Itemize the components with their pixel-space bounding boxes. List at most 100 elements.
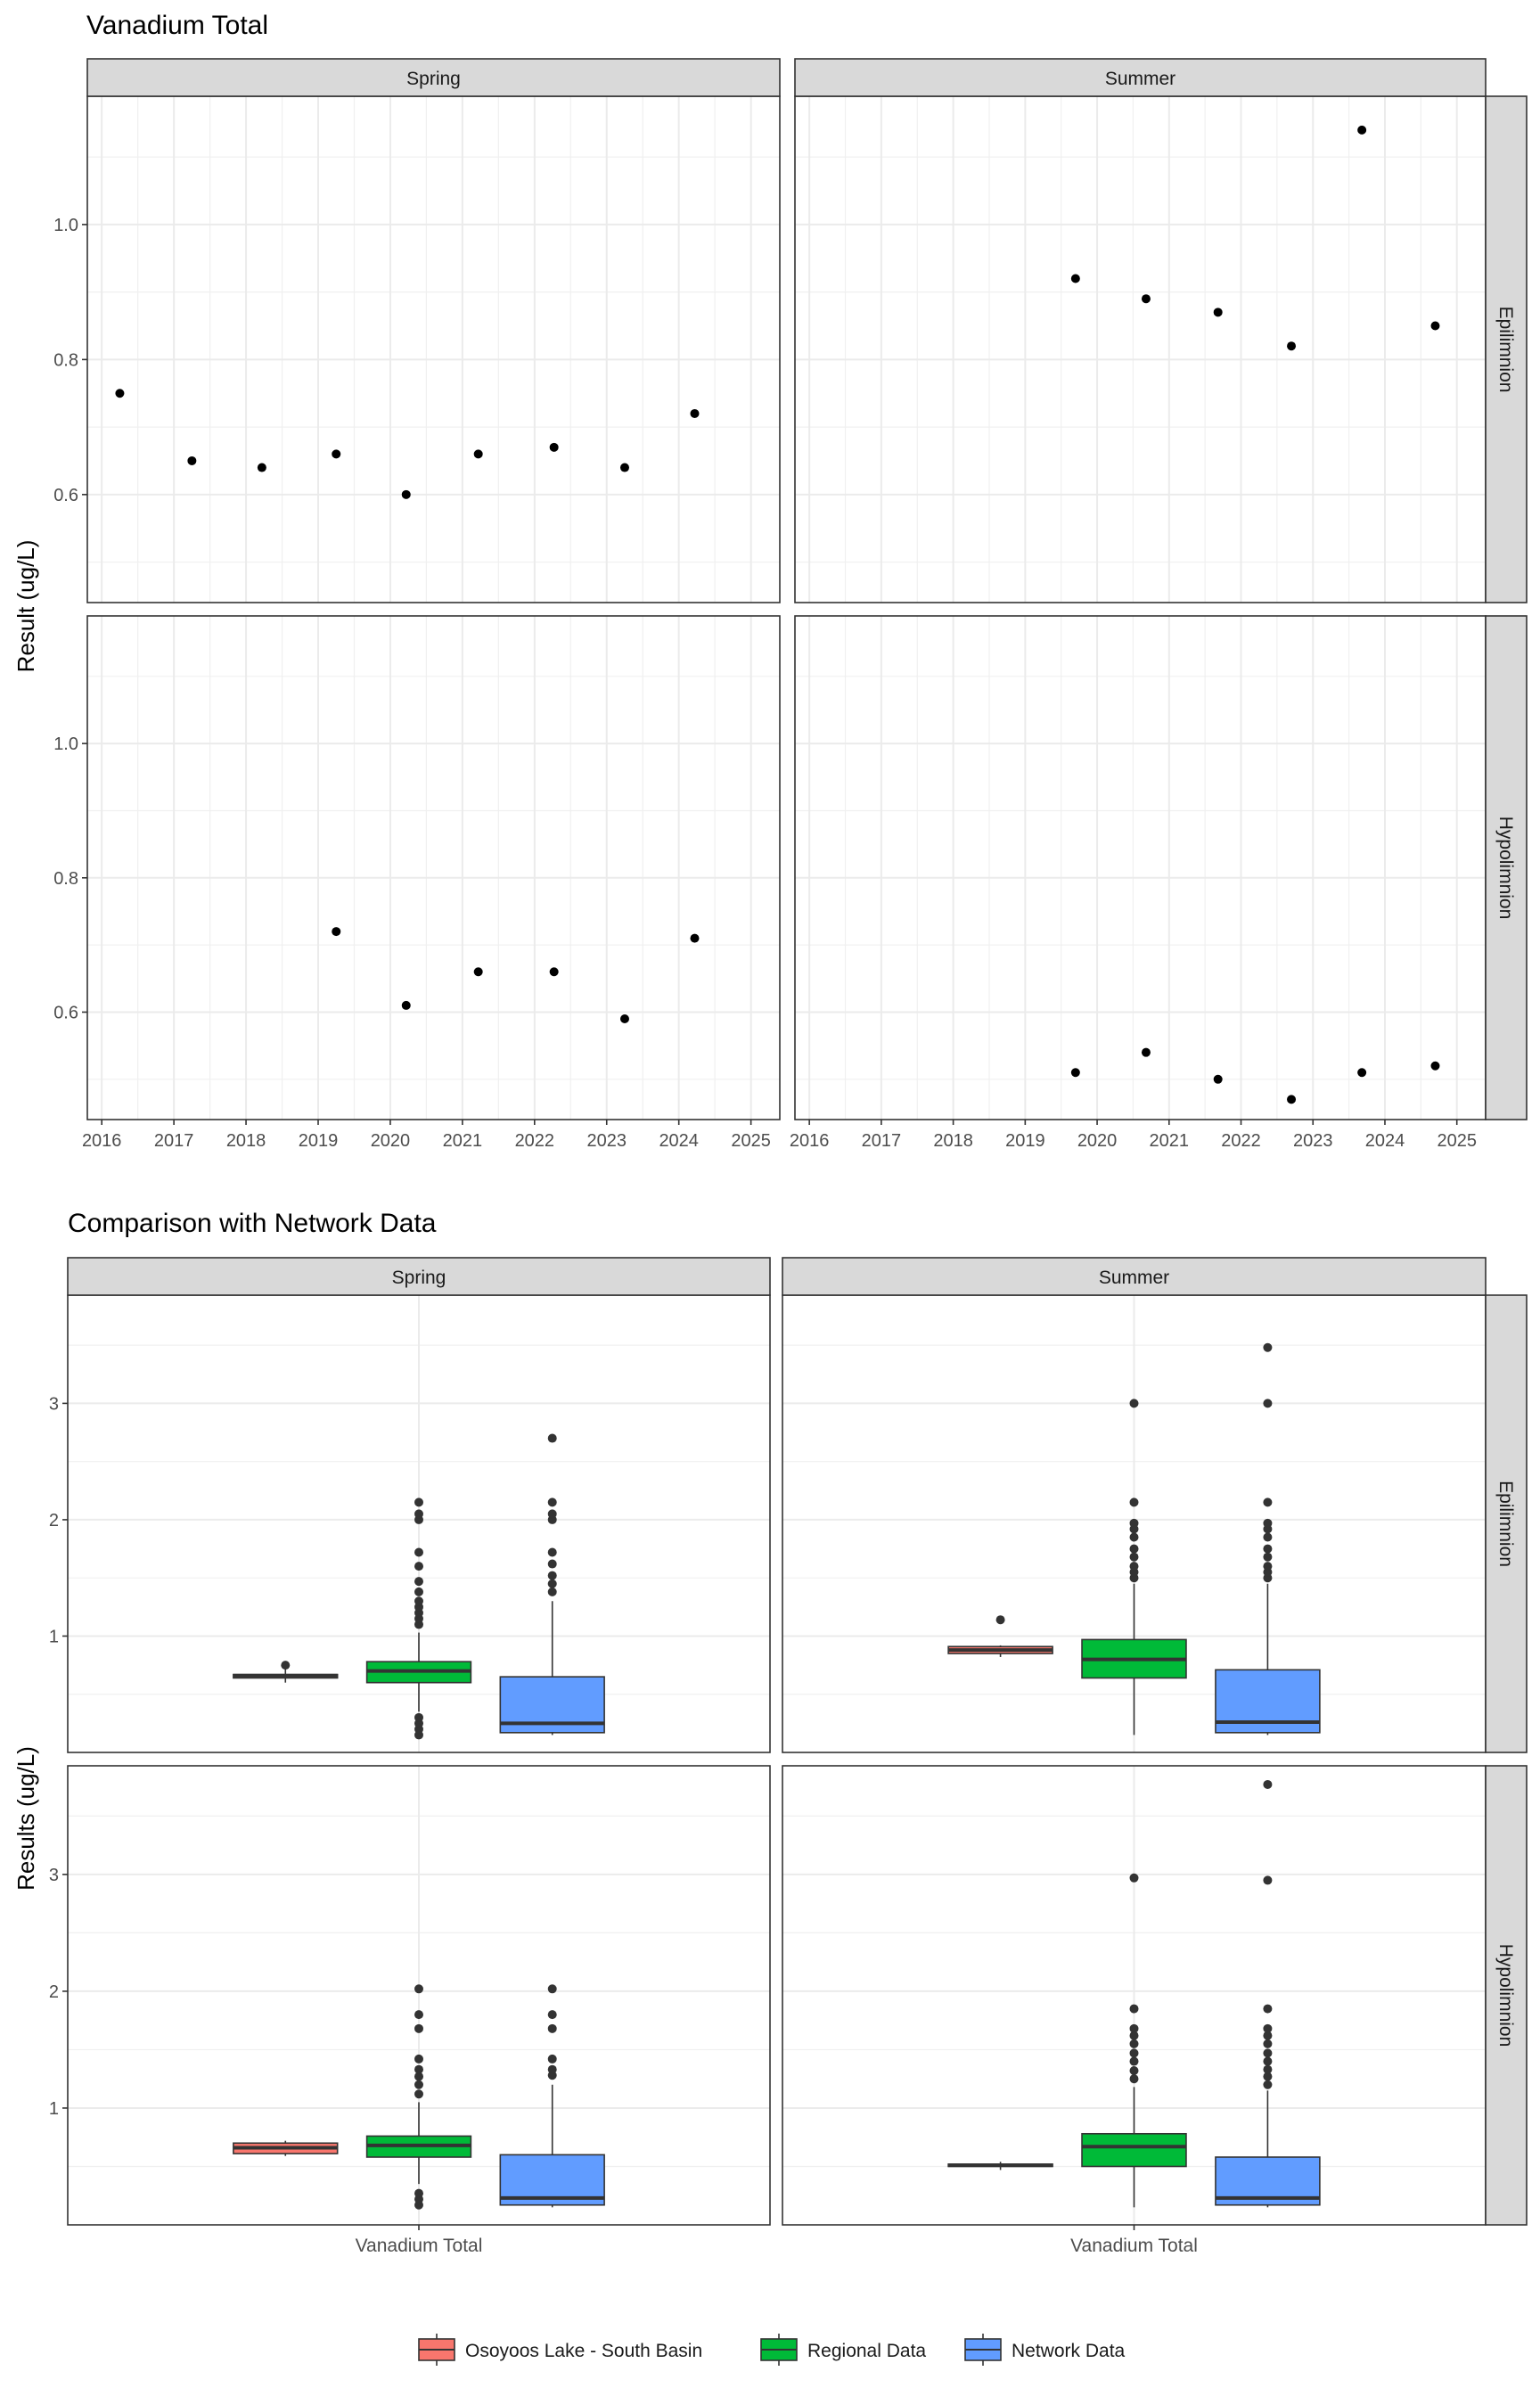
y-tick-label: 3 xyxy=(49,1866,59,1885)
data-point xyxy=(619,463,629,472)
facet-strip-summer xyxy=(782,1257,1487,1296)
facet-strip-hypolimnion xyxy=(1485,1765,1528,2226)
data-point xyxy=(1430,321,1440,331)
x-tick-label: 2017 xyxy=(154,1131,194,1151)
outlier-point xyxy=(1263,1399,1273,1408)
outlier-point xyxy=(547,2064,557,2074)
facet-strip-label: Epilimnion xyxy=(1495,307,1516,393)
data-point xyxy=(690,933,700,943)
y-tick-label: 1 xyxy=(49,1627,59,1646)
scatter-panel-spring-hypolimnion: 0.6 0.8 1.0 2016 2017 2018 2019 2020 2021 2022 202… xyxy=(53,615,781,1151)
y-tick-label: 0.8 xyxy=(53,350,78,370)
x-tick-label: 2025 xyxy=(1437,1131,1477,1151)
facet-strip-summer xyxy=(794,58,1487,97)
legend-label: Network Data xyxy=(1012,2341,1126,2361)
outlier-point xyxy=(1129,2048,1139,2058)
x-tick-label: 2019 xyxy=(299,1131,339,1151)
legend: Osoyoos Lake - South Basin Regional Data N… xyxy=(418,2334,1126,2366)
outlier-point xyxy=(1129,1544,1139,1554)
facet-strip-epilimnion xyxy=(1485,95,1528,603)
data-point xyxy=(1287,1095,1297,1104)
x-tick-label: 2016 xyxy=(82,1131,122,1151)
x-tick-label: 2023 xyxy=(587,1131,627,1151)
outlier-point xyxy=(547,1547,557,1557)
box-panel-spring-epilimnion: 1 2 3 xyxy=(49,1294,771,1753)
x-tick-label: 2017 xyxy=(862,1131,902,1151)
y-tick-label: 2 xyxy=(49,1982,59,2002)
outlier-point xyxy=(1263,2039,1273,2048)
facet-strip-hypolimnion xyxy=(1485,615,1528,1120)
outlier-point xyxy=(1129,1399,1139,1408)
facet-strip-label: Summer xyxy=(1105,69,1175,89)
panel-background xyxy=(87,616,780,1120)
outlier-point xyxy=(414,1596,423,1606)
outlier-point xyxy=(1129,2031,1139,2040)
outlier-point xyxy=(414,1547,423,1557)
outlier-point xyxy=(1263,1544,1273,1554)
outlier-point xyxy=(1129,2039,1139,2048)
outlier-point xyxy=(414,2072,423,2081)
x-tick-label: 2016 xyxy=(790,1131,830,1151)
box-osoyoos-lake-south-basin xyxy=(233,1661,339,1683)
legend-item: Network Data xyxy=(964,2334,1126,2366)
outlier-point xyxy=(995,1615,1005,1625)
x-tick-label: 2018 xyxy=(226,1131,266,1151)
outlier-point xyxy=(414,2054,423,2064)
box-panel-spring-hypolimnion: 1 2 3 Vanadium Total xyxy=(49,1765,771,2256)
outlier-point xyxy=(1129,1518,1139,1528)
box-regional-data xyxy=(1081,1873,1187,2208)
box-regional-data xyxy=(365,1498,472,1740)
outlier-point xyxy=(414,2080,423,2089)
outlier-point xyxy=(547,2023,557,2033)
data-point xyxy=(549,967,559,977)
facet-strip-label: Spring xyxy=(406,69,461,89)
data-point xyxy=(1213,308,1223,317)
legend-label: Regional Data xyxy=(807,2341,926,2361)
outlier-point xyxy=(547,1587,557,1596)
box-osoyoos-lake-south-basin xyxy=(947,2162,1053,2170)
x-tick-label: 2024 xyxy=(659,1131,699,1151)
outlier-point xyxy=(1263,2056,1273,2066)
box-y-axis-label: Results (ug/L) xyxy=(12,1746,39,1891)
x-tick-label: Vanadium Total xyxy=(356,2236,483,2256)
data-point xyxy=(1141,1047,1151,1057)
outlier-point xyxy=(1129,1532,1139,1542)
outlier-point xyxy=(414,2188,423,2198)
outlier-point xyxy=(1129,2056,1139,2066)
y-tick-label: 0.6 xyxy=(53,1003,78,1022)
outlier-point xyxy=(547,1984,557,1994)
outlier-point xyxy=(1263,1779,1273,1789)
scatter-panel-summer-epilimnion xyxy=(794,95,1487,603)
facet-strip-label: Summer xyxy=(1099,1268,1169,1288)
data-point xyxy=(1070,1068,1080,1078)
panel-border xyxy=(86,615,781,1120)
x-tick-label: 2021 xyxy=(1150,1131,1190,1151)
outlier-point xyxy=(1263,1342,1273,1352)
outlier-point xyxy=(414,1984,423,1994)
outlier-point xyxy=(1129,2023,1139,2033)
scatter-panel-spring-epilimnion: 0.6 0.8 1.0 xyxy=(53,95,781,603)
outlier-point xyxy=(547,2010,557,2020)
x-tick-label: 2018 xyxy=(933,1131,973,1151)
data-point xyxy=(1141,294,1151,304)
legend-label: Osoyoos Lake - South Basin xyxy=(465,2341,702,2361)
data-point xyxy=(1430,1061,1440,1071)
data-point xyxy=(401,489,411,499)
data-point xyxy=(401,1000,411,1010)
box-body xyxy=(1081,2132,1187,2168)
data-point xyxy=(473,449,483,459)
outlier-point xyxy=(1129,1873,1139,1883)
facet-strip-label: Hypolimnion xyxy=(1495,1944,1516,2047)
outlier-point xyxy=(1263,1518,1273,1528)
facet-strip-label: Hypolimnion xyxy=(1495,816,1516,920)
outlier-point xyxy=(414,1587,423,1596)
outlier-point xyxy=(1263,1875,1273,1885)
data-point xyxy=(1357,1068,1367,1078)
outlier-point xyxy=(414,2023,423,2033)
data-point xyxy=(115,389,125,398)
x-tick-label: 2022 xyxy=(515,1131,555,1151)
outlier-point xyxy=(1263,2048,1273,2058)
data-point xyxy=(549,442,559,452)
y-tick-label: 1.0 xyxy=(53,216,78,235)
x-tick-label: 2023 xyxy=(1293,1131,1333,1151)
